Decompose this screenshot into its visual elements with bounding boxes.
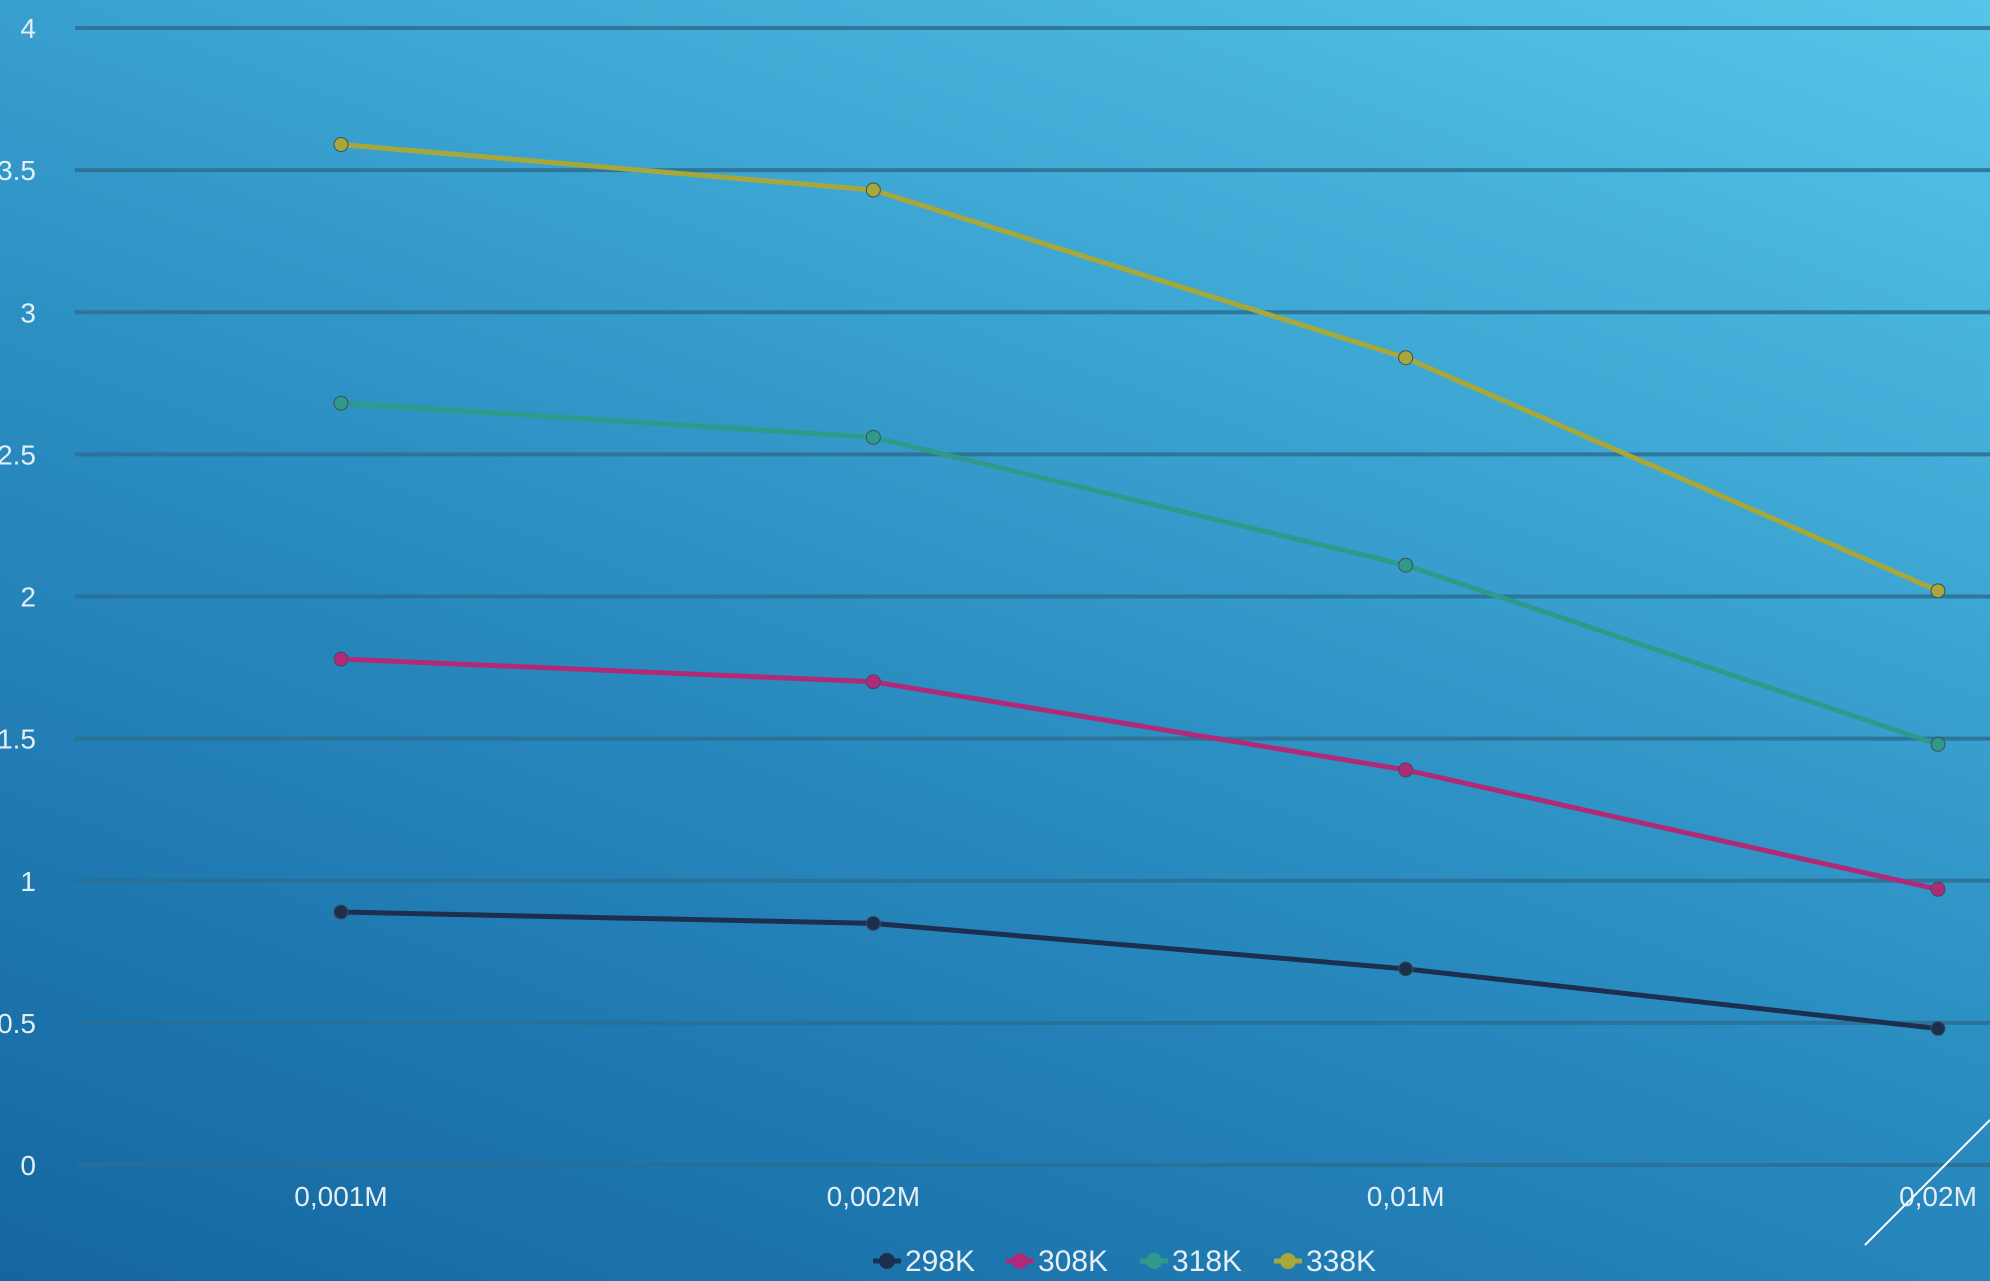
series-338K (333, 137, 1946, 599)
series-298K (333, 904, 1946, 1037)
legend-swatch-marker (879, 1253, 895, 1269)
data-point (333, 137, 349, 153)
data-point (1398, 557, 1414, 573)
series-line (340, 909, 1939, 1032)
y-tick-label: 4 (20, 13, 36, 44)
data-point (865, 674, 881, 690)
legend-swatch-marker (1280, 1253, 1296, 1269)
corner-decoration (1864, 1119, 1990, 1246)
series-318K (333, 395, 1946, 752)
data-point (1398, 350, 1414, 366)
data-point (1398, 762, 1414, 778)
y-tick-label: 3.5 (0, 155, 36, 186)
gridlines (75, 26, 1990, 1167)
y-axis-ticks: 0 0.5 1 1.5 2 2.5 3 3.5 4 (0, 13, 36, 1181)
series-line (340, 142, 1940, 594)
y-tick-label: 2 (20, 582, 36, 613)
legend-swatch-marker (1012, 1253, 1028, 1269)
data-point (1930, 881, 1946, 897)
x-tick-label: 0,002M (827, 1181, 920, 1212)
y-tick-label: 1.5 (0, 724, 36, 755)
legend: 298K 308K 318K 338K (873, 1245, 1376, 1278)
legend-label: 338K (1306, 1245, 1376, 1278)
y-tick-label: 2.5 (0, 439, 36, 470)
x-tick-label: 0,01M (1367, 1181, 1445, 1212)
x-axis-ticks: 0,001M 0,002M 0,01M 0,02M (294, 1181, 1977, 1212)
legend-item-298K: 298K (873, 1245, 975, 1278)
data-point (333, 395, 349, 411)
y-tick-label: 3 (20, 297, 36, 328)
y-tick-label: 1 (20, 866, 36, 897)
series-line (340, 656, 1939, 892)
data-point (865, 429, 881, 445)
data-point (865, 915, 881, 931)
data-point (865, 182, 881, 198)
y-tick-label: 0.5 (0, 1008, 36, 1039)
y-tick-label: 0 (20, 1150, 36, 1181)
legend-item-338K: 338K (1274, 1245, 1376, 1278)
data-point (1398, 961, 1414, 977)
series-308K (333, 651, 1946, 897)
data-point (1930, 736, 1946, 752)
x-tick-label: 0,02M (1899, 1181, 1977, 1212)
data-point (1930, 1021, 1946, 1037)
series-line (340, 400, 1939, 747)
legend-label: 318K (1172, 1245, 1242, 1278)
x-tick-label: 0,001M (294, 1181, 387, 1212)
series-group (333, 137, 1946, 1037)
legend-label: 298K (905, 1245, 975, 1278)
data-point (333, 904, 349, 920)
data-point (1930, 583, 1946, 599)
data-point (333, 651, 349, 667)
legend-item-318K: 318K (1140, 1245, 1242, 1278)
legend-swatch-marker (1146, 1253, 1162, 1269)
legend-item-308K: 308K (1006, 1245, 1108, 1278)
legend-label: 308K (1038, 1245, 1108, 1278)
